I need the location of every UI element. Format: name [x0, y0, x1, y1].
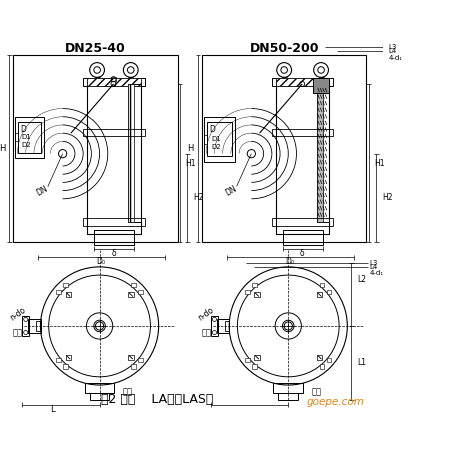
Polygon shape [128, 355, 133, 360]
Polygon shape [63, 365, 68, 369]
Bar [271, 78, 333, 87]
Polygon shape [131, 365, 135, 369]
Polygon shape [56, 357, 61, 362]
Polygon shape [254, 355, 259, 360]
Text: D: D [208, 125, 214, 134]
Bar [275, 80, 329, 234]
Text: δ: δ [111, 249, 116, 258]
Bar [94, 230, 134, 245]
Circle shape [95, 322, 103, 330]
Polygon shape [252, 283, 256, 288]
Bar [28, 319, 40, 333]
Text: L4: L4 [369, 264, 377, 270]
Polygon shape [254, 292, 259, 297]
Bar [275, 78, 329, 87]
Text: H2: H2 [193, 193, 203, 202]
Text: n-do: n-do [196, 305, 215, 322]
Polygon shape [138, 357, 142, 362]
Polygon shape [66, 355, 71, 360]
Bar [83, 129, 145, 135]
Text: H: H [0, 144, 5, 153]
Polygon shape [326, 357, 330, 362]
Polygon shape [66, 292, 71, 297]
Bar [87, 80, 140, 234]
Bar [202, 55, 365, 242]
Text: D₀: D₀ [96, 257, 106, 266]
Polygon shape [326, 290, 330, 294]
Polygon shape [138, 290, 142, 294]
Bar [128, 84, 134, 222]
Bar [282, 230, 322, 245]
Text: 图2 右式    LA型、LAS型: 图2 右式 LA型、LAS型 [101, 393, 213, 406]
Bar [111, 77, 116, 82]
Text: L4: L4 [387, 48, 396, 54]
Text: H1: H1 [374, 159, 384, 168]
Bar [211, 316, 217, 336]
Polygon shape [128, 292, 133, 297]
Text: H2: H2 [381, 193, 392, 202]
Polygon shape [245, 357, 249, 362]
Text: D2: D2 [22, 142, 31, 149]
Bar [15, 117, 44, 158]
Text: n-do: n-do [8, 305, 27, 322]
Bar [207, 122, 231, 156]
Bar [128, 84, 140, 222]
Bar [224, 321, 229, 331]
Bar [87, 78, 140, 87]
Bar [13, 55, 177, 242]
Text: 出口: 出口 [311, 387, 320, 396]
Polygon shape [252, 365, 256, 369]
Text: D1: D1 [211, 136, 220, 142]
Text: L: L [50, 405, 55, 414]
Text: DN: DN [35, 184, 49, 198]
Bar [36, 321, 40, 331]
Polygon shape [63, 283, 68, 288]
Bar [312, 78, 329, 93]
Polygon shape [131, 283, 135, 288]
Text: DN25-40: DN25-40 [65, 42, 126, 55]
Bar [84, 383, 114, 393]
Bar [18, 122, 40, 153]
Polygon shape [56, 290, 61, 294]
Text: 4-d₁: 4-d₁ [369, 270, 383, 276]
Text: 进口: 进口 [12, 328, 22, 337]
Bar [83, 217, 145, 226]
Text: H1: H1 [185, 159, 196, 168]
Text: goepe.com: goepe.com [307, 397, 364, 407]
Polygon shape [316, 292, 321, 297]
Bar [22, 316, 29, 336]
Text: D: D [20, 125, 26, 134]
Polygon shape [319, 283, 324, 288]
Polygon shape [319, 365, 324, 369]
Circle shape [284, 322, 292, 330]
Bar [203, 117, 235, 162]
Text: D₀: D₀ [285, 257, 294, 266]
Bar [316, 84, 322, 222]
Bar [273, 383, 302, 393]
Bar [90, 393, 109, 400]
Text: 进口: 进口 [201, 328, 211, 337]
Bar [216, 319, 229, 333]
Bar [83, 78, 145, 87]
Text: L2: L2 [356, 275, 365, 284]
Bar [316, 84, 329, 222]
Polygon shape [316, 355, 321, 360]
Bar [278, 393, 297, 400]
Text: D2: D2 [211, 144, 220, 150]
Text: D1: D1 [22, 134, 31, 140]
Text: H: H [187, 144, 194, 153]
Polygon shape [245, 290, 249, 294]
Bar [271, 217, 333, 226]
Bar [271, 129, 333, 135]
Text: DN: DN [223, 184, 238, 198]
Text: δ: δ [299, 249, 304, 258]
Text: DN50-200: DN50-200 [249, 42, 318, 55]
Text: L3: L3 [387, 44, 396, 50]
Text: L1: L1 [356, 358, 365, 367]
Text: 出口: 出口 [122, 387, 132, 396]
Text: L3: L3 [369, 260, 377, 266]
Text: 4-d₁: 4-d₁ [387, 55, 402, 61]
